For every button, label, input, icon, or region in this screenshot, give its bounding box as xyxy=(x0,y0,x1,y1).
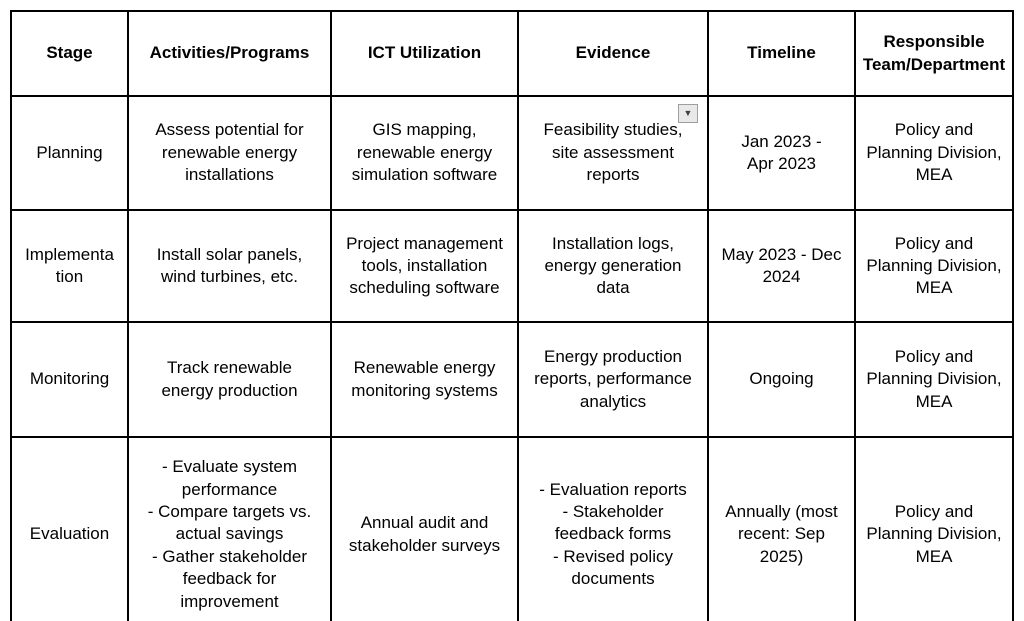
cell-monitoring-team[interactable]: Policy and Planning Division, MEA xyxy=(854,321,1014,439)
cell-implementation-team[interactable]: Policy and Planning Division, MEA xyxy=(854,209,1014,324)
column-header-stage[interactable]: Stage xyxy=(10,10,129,97)
cell-planning-ict[interactable]: GIS mapping, renewable energy simulation… xyxy=(330,94,519,212)
cell-planning-activities[interactable]: Assess potential for renewable energy in… xyxy=(127,94,332,212)
planning-evidence-text: Feasibility studies, site assessment rep… xyxy=(543,120,683,185)
table-header-row: Stage Activities/Programs ICT Utilizatio… xyxy=(10,10,1014,97)
cell-planning-stage[interactable]: Planning xyxy=(10,94,129,212)
cell-evaluation-timeline[interactable]: Annually (most recent: Sep 2025) xyxy=(707,436,856,621)
cell-evaluation-activities[interactable]: - Evaluate system performance - Compare … xyxy=(127,436,332,621)
column-header-team[interactable]: Responsible Team/Department xyxy=(854,10,1014,97)
cell-implementation-activities[interactable]: Install solar panels, wind turbines, etc… xyxy=(127,209,332,324)
dropdown-arrow-icon: ▼ xyxy=(683,108,693,118)
cell-implementation-stage[interactable]: Implementation xyxy=(10,209,129,324)
cell-evaluation-ict[interactable]: Annual audit and stakeholder surveys xyxy=(330,436,519,621)
table-row-planning: Planning Assess potential for renewable … xyxy=(10,94,1014,212)
cell-evaluation-stage[interactable]: Evaluation xyxy=(10,436,129,621)
table-row-monitoring: Monitoring Track renewable energy produc… xyxy=(10,321,1014,439)
column-header-activities[interactable]: Activities/Programs xyxy=(127,10,332,97)
cell-implementation-timeline[interactable]: May 2023 - Dec 2024 xyxy=(707,209,856,324)
column-header-timeline[interactable]: Timeline xyxy=(707,10,856,97)
column-header-ict[interactable]: ICT Utilization xyxy=(330,10,519,97)
cell-implementation-evidence[interactable]: Installation logs, energy generation dat… xyxy=(517,209,709,324)
cell-monitoring-evidence[interactable]: Energy production reports, performance a… xyxy=(517,321,709,439)
column-header-evidence[interactable]: Evidence xyxy=(517,10,709,97)
cell-monitoring-activities[interactable]: Track renewable energy production xyxy=(127,321,332,439)
cell-evaluation-team[interactable]: Policy and Planning Division, MEA xyxy=(854,436,1014,621)
cell-monitoring-stage[interactable]: Monitoring xyxy=(10,321,129,439)
cell-planning-team[interactable]: Policy and Planning Division, MEA xyxy=(854,94,1014,212)
table-row-implementation: Implementation Install solar panels, win… xyxy=(10,209,1014,324)
cell-monitoring-ict[interactable]: Renewable energy monitoring systems xyxy=(330,321,519,439)
table-row-evaluation: Evaluation - Evaluate system performance… xyxy=(10,436,1014,621)
cell-planning-evidence[interactable]: Feasibility studies, site assessment rep… xyxy=(517,94,709,212)
evidence-dropdown-button[interactable]: ▼ xyxy=(678,104,698,123)
cell-evaluation-evidence[interactable]: - Evaluation reports - Stakeholder feedb… xyxy=(517,436,709,621)
cell-monitoring-timeline[interactable]: Ongoing xyxy=(707,321,856,439)
stage-activities-table: Stage Activities/Programs ICT Utilizatio… xyxy=(10,10,1014,621)
cell-implementation-ict[interactable]: Project management tools, installation s… xyxy=(330,209,519,324)
cell-planning-timeline[interactable]: Jan 2023 - Apr 2023 xyxy=(707,94,856,212)
